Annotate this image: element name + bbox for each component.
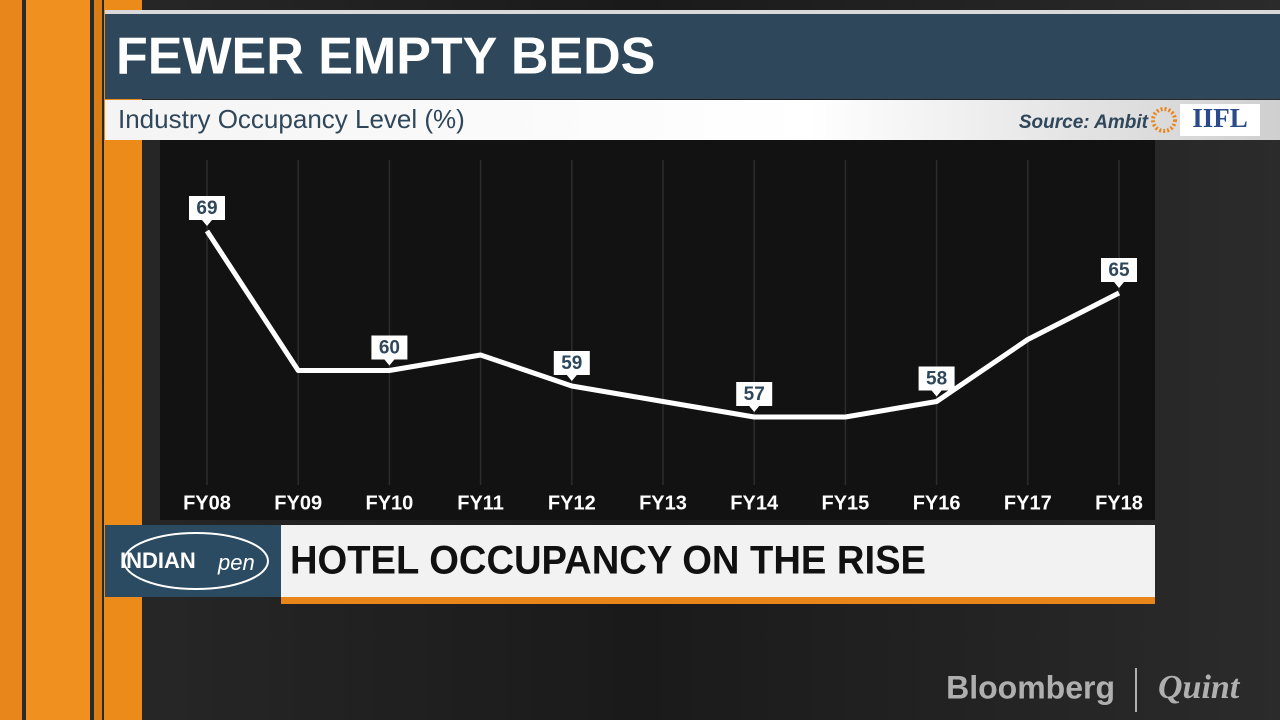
data-label-box (918, 366, 955, 397)
data-label-box (553, 351, 590, 381)
data-label: 59 (561, 353, 582, 374)
data-label: 60 (379, 338, 400, 359)
data-label-box (189, 196, 225, 226)
data-label: 57 (744, 384, 765, 405)
x-tick-label: FY16 (913, 492, 961, 514)
x-tick-label: FY17 (1004, 492, 1052, 514)
plot: FY08 FY09 FY10 FY11 FY12 FY13 FY14 FY15 FY16 FY17… (183, 160, 1143, 514)
x-tick-label: FY10 (365, 492, 413, 514)
source: Source: Ambit (1019, 112, 1149, 133)
source-logo: IIFL (1192, 103, 1248, 133)
chart-subtitle: Industry Occupancy Level (%) (118, 104, 465, 134)
x-tick-label: FY09 (274, 492, 322, 514)
logo-main: INDIAN (120, 548, 196, 573)
logo-ring (123, 532, 269, 590)
source-logo-mark (1151, 107, 1177, 133)
data-label-box (736, 382, 773, 412)
subtitle-bar (105, 100, 1280, 140)
watermark-brand: Bloomberg (946, 669, 1115, 705)
source-logo-box (1180, 104, 1260, 136)
data-label: 58 (926, 369, 947, 390)
headline-rule (281, 597, 1155, 604)
data-label-box (371, 335, 408, 366)
data-label: 65 (1108, 260, 1130, 281)
title-bar (105, 14, 1280, 99)
line (204, 229, 1121, 420)
logo-box (105, 525, 281, 597)
x-tick-label: FY18 (1095, 492, 1143, 514)
watermark-partner: Quint (1158, 669, 1241, 706)
chart-title: FEWER EMPTY BEDS (116, 28, 655, 86)
x-tick-label: FY13 (639, 492, 687, 514)
data-label: 69 (196, 198, 217, 219)
headline: HOTEL OCCUPANCY ON THE RISE (290, 539, 926, 583)
plot-area (160, 140, 1155, 520)
headline-bar (281, 525, 1155, 597)
stripe (0, 0, 22, 720)
x-tick-label: FY15 (821, 492, 869, 514)
stripe (94, 0, 102, 720)
stripe (26, 0, 90, 720)
title-rule (105, 10, 1280, 14)
logo-script: pen (217, 550, 255, 575)
x-tick-label: FY14 (730, 492, 779, 514)
x-tick-label: FY11 (457, 492, 504, 514)
x-tick-label: FY08 (183, 492, 231, 514)
x-tick-label: FY12 (548, 492, 596, 514)
data-label-box (1101, 258, 1137, 288)
